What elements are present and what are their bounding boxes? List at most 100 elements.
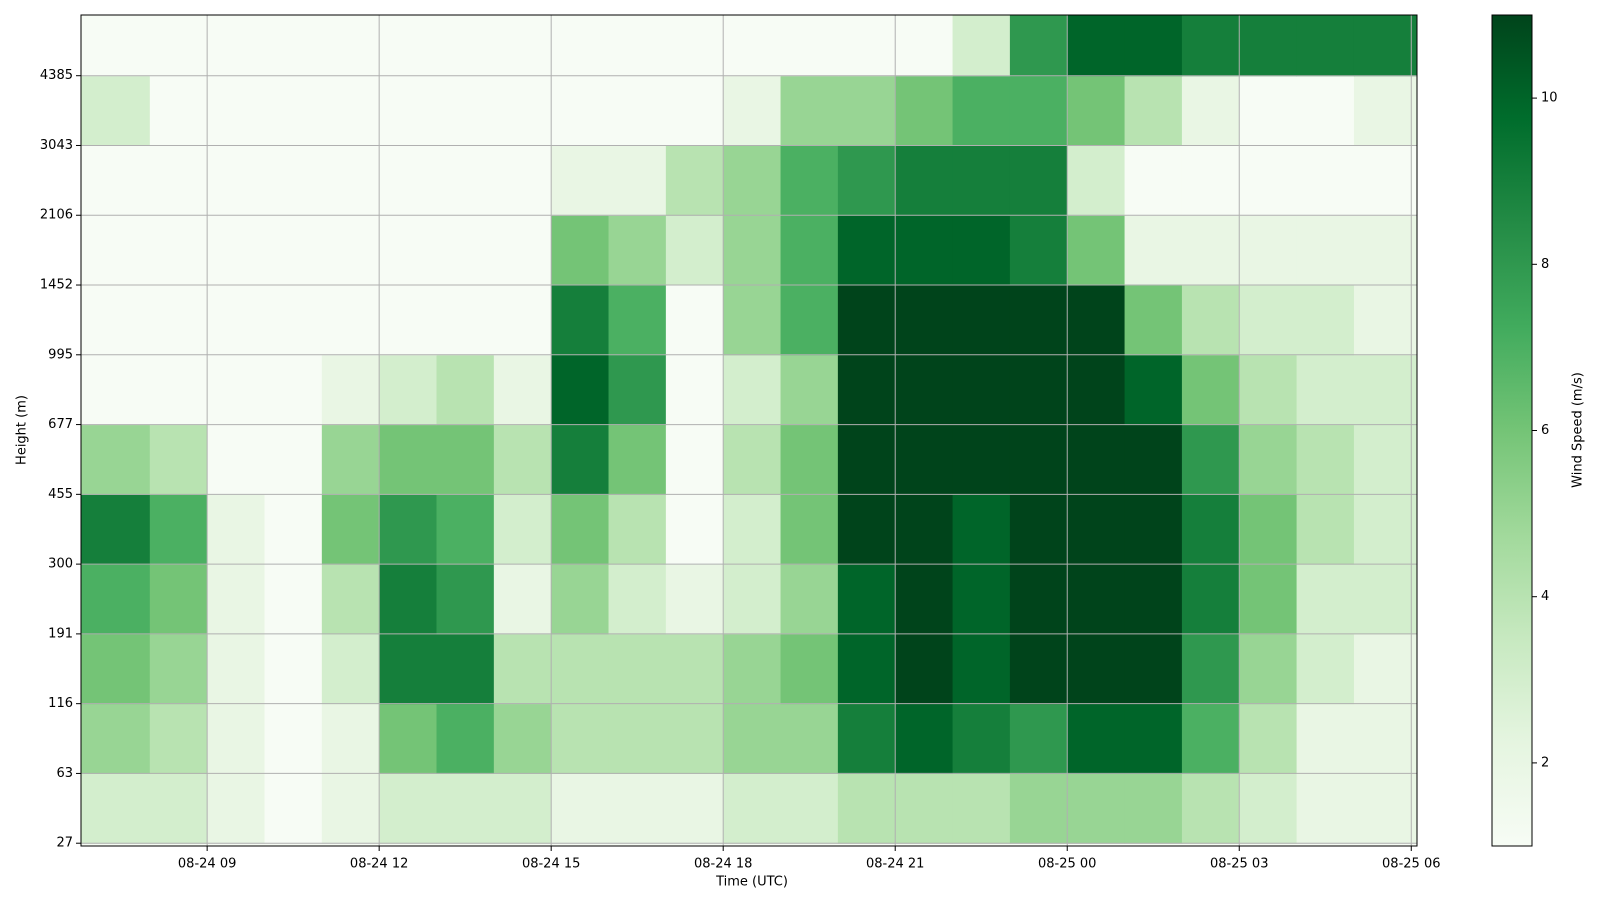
heatmap-cell [837,354,896,426]
heatmap-cell [1009,633,1068,705]
heatmap-cell [436,75,495,146]
heatmap-cell [1124,703,1183,774]
x-tick-label: 08-25 00 [1038,857,1096,872]
heatmap-cell [81,633,151,705]
heatmap-cell [895,215,954,286]
heatmap-cell [952,424,1011,495]
heatmap-cell [780,773,839,844]
heatmap-cell [379,215,438,286]
heatmap-cell [1124,494,1183,565]
heatmap-cell [1181,633,1240,705]
y-axis-label: Height (m) [15,395,30,465]
heatmap-cell [1067,633,1126,705]
heatmap-cell [780,354,839,426]
heatmap-cell [1067,773,1126,844]
heatmap-cell [1239,354,1298,426]
heatmap-cell [1353,424,1418,495]
y-tick-label: 677 [48,417,73,432]
heatmap-cell [1353,633,1418,705]
heatmap-cell [264,15,323,77]
heatmap-cell [608,354,667,426]
heatmap-cell [1124,215,1183,286]
heatmap-cell [551,145,610,216]
heatmap-cell [1181,703,1240,774]
y-tick-label: 3043 [40,138,73,153]
heatmap-cell [952,285,1011,356]
heatmap-cell [952,215,1011,286]
heatmap-cell [837,285,896,356]
heatmap-cell [780,564,839,635]
heatmap-cell [895,773,954,844]
heatmap-cell [379,354,438,426]
heatmap-cell [493,633,552,705]
heatmap-cell [81,15,151,77]
colorbar-label: Wind Speed (m/s) [1571,372,1586,488]
heatmap-cell [436,424,495,495]
heatmap-cell [837,15,896,77]
heatmap-cell [1239,285,1298,356]
heatmap-cell [264,354,323,426]
heatmap-cell [1353,215,1418,286]
y-tick-label: 1452 [40,278,73,293]
heatmap-cell [780,215,839,286]
heatmap-cell [1067,145,1126,216]
heatmap-cell [1009,75,1068,146]
heatmap-cell [665,494,724,565]
heatmap-cell [1353,773,1418,844]
y-tick-label: 116 [48,696,73,711]
heatmap-cell [264,633,323,705]
x-tick-label: 08-24 15 [522,857,580,872]
heatmap-cell [207,494,265,565]
heatmap-cell [1067,285,1126,356]
heatmap-cell [81,494,151,565]
heatmap-cell [207,75,265,146]
heatmap-cell [436,703,495,774]
heatmap-cell [321,773,380,844]
heatmap-cell [493,773,552,844]
heatmap-cell [1181,145,1240,216]
heatmap-cell [321,633,380,705]
heatmap-cell [1296,354,1355,426]
heatmap-cell [1181,15,1240,77]
heatmap-cell [952,494,1011,565]
heatmap-cell [493,215,552,286]
heatmap-cell [608,15,667,77]
heatmap-cell [723,494,782,565]
heatmap-cell [1124,145,1183,216]
y-tick-label: 995 [48,347,73,362]
heatmap-cell [207,703,265,774]
heatmap-cell [493,564,552,635]
heatmap-cell [1067,354,1126,426]
heatmap-cell [264,703,323,774]
y-tick-label: 455 [48,487,73,502]
heatmap-cell [436,564,495,635]
heatmap-cell [1067,15,1126,77]
heatmap-cell [608,215,667,286]
heatmap-cell [379,145,438,216]
heatmap-cell [723,354,782,426]
heatmap-cell [1124,354,1183,426]
heatmap-cell [665,354,724,426]
heatmap-cell [81,75,151,146]
y-tick-label: 63 [56,766,73,781]
heatmap-cell [1067,215,1126,286]
heatmap-cell [723,633,782,705]
heatmap-cell [1181,354,1240,426]
heatmap-cell [1239,424,1298,495]
heatmap-cell [321,494,380,565]
heatmap-cell [493,494,552,565]
heatmap-cell [1296,773,1355,844]
heatmap-cell [1296,145,1355,216]
x-tick-label: 08-24 21 [866,857,924,872]
heatmap-cell [1239,215,1298,286]
heatmap-cell [665,703,724,774]
heatmap-cell [321,215,380,286]
heatmap-cell [149,285,208,356]
heatmap-cell [493,15,552,77]
heatmap-cell [1067,564,1126,635]
heatmap-cell [149,564,208,635]
heatmap-cell [1067,75,1126,146]
heatmap-cell [493,424,552,495]
heatmap-cell [1009,564,1068,635]
